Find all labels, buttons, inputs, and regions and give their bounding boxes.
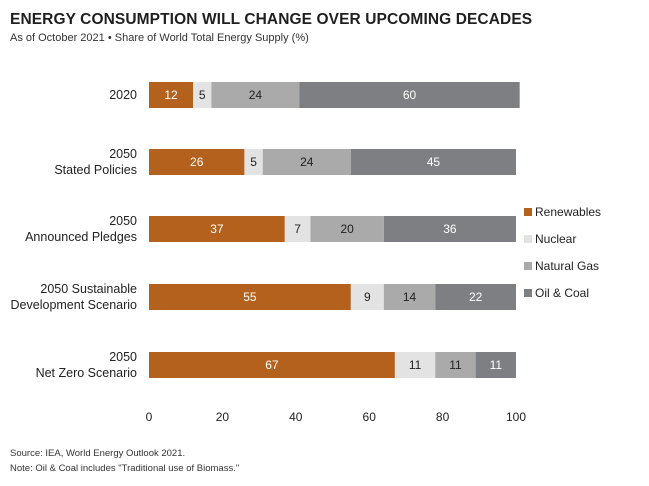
category-label: 2050 Sustainable Development Scenario — [11, 282, 138, 312]
data-label: 22 — [469, 290, 483, 304]
data-label: 37 — [210, 222, 224, 236]
category-label-line: Development Scenario — [11, 298, 138, 312]
category-label-line: Stated Policies — [54, 163, 137, 177]
category-label-line: Net Zero Scenario — [36, 366, 137, 380]
bar-segment-oil-coal — [435, 284, 516, 310]
bar-segment-natural-gas — [211, 82, 300, 108]
data-label: 24 — [249, 88, 263, 102]
legend-label: Natural Gas — [535, 259, 599, 273]
data-label: 20 — [341, 222, 355, 236]
biomass-note: Note: Oil & Coal includes "Traditional u… — [10, 463, 240, 474]
source-note: Source: IEA, World Energy Outlook 2021. — [10, 448, 186, 459]
data-label: 5 — [199, 88, 206, 102]
category-label-line: 2020 — [109, 88, 137, 102]
bar-segment-natural-gas — [262, 149, 351, 175]
category-label-line: 2050 — [109, 214, 137, 228]
bar-segment-nuclear — [284, 216, 311, 242]
bar-segment-renewables — [149, 149, 245, 175]
data-label: 60 — [403, 88, 417, 102]
data-label: 11 — [449, 358, 462, 372]
bar-segment-renewables — [149, 216, 285, 242]
bar-segment-nuclear — [244, 149, 263, 175]
bar-segment-natural-gas — [383, 284, 436, 310]
legend-swatch — [524, 262, 532, 270]
legend-label: Oil & Coal — [535, 286, 589, 300]
data-label: 12 — [164, 88, 178, 102]
bar-segment-nuclear — [350, 284, 384, 310]
data-label: 36 — [443, 222, 457, 236]
data-label: 7 — [294, 222, 301, 236]
footnotes: Source: IEA, World Energy Outlook 2021. … — [10, 446, 239, 476]
x-tick-label: 80 — [436, 410, 450, 424]
data-label: 11 — [490, 358, 503, 372]
bar-segment-nuclear — [193, 82, 212, 108]
legend-swatch — [524, 235, 532, 243]
bar-segment-oil-coal — [350, 149, 516, 175]
chart-subtitle: As of October 2021 • Share of World Tota… — [10, 32, 309, 44]
bar-segment-oil-coal — [475, 352, 516, 378]
legend-swatch — [524, 289, 532, 297]
legend-swatch — [524, 208, 532, 216]
bar-segment-renewables — [149, 284, 351, 310]
data-label: 45 — [427, 155, 441, 169]
bar-segment-nuclear — [394, 352, 436, 378]
category-label: 2050 Net Zero Scenario — [36, 350, 137, 380]
category-label: 2020 — [109, 88, 137, 102]
data-label: 26 — [190, 155, 204, 169]
chart-title: ENERGY CONSUMPTION WILL CHANGE OVER UPCO… — [10, 11, 533, 28]
x-tick-label: 40 — [289, 410, 303, 424]
data-label: 24 — [300, 155, 314, 169]
data-label: 9 — [364, 290, 371, 304]
category-label-line: Announced Pledges — [25, 230, 137, 244]
x-tick-label: 20 — [216, 410, 230, 424]
x-tick-label: 60 — [363, 410, 377, 424]
data-label: 67 — [265, 358, 279, 372]
data-label: 11 — [409, 358, 422, 372]
data-label: 5 — [250, 155, 257, 169]
category-label-line: 2050 — [109, 350, 137, 364]
x-tick-label: 100 — [506, 410, 526, 424]
data-label: 55 — [243, 290, 257, 304]
category-label: 2050 Announced Pledges — [25, 214, 137, 244]
bar-segment-natural-gas — [435, 352, 476, 378]
category-label-line: 2050 — [109, 147, 137, 161]
x-tick-label: 0 — [146, 410, 153, 424]
bar-segment-natural-gas — [310, 216, 384, 242]
category-label: 2050 Stated Policies — [54, 147, 137, 177]
category-label-line: 2050 Sustainable — [40, 282, 137, 296]
bar-segment-oil-coal — [383, 216, 516, 242]
bar-segment-renewables — [149, 352, 395, 378]
bar-segment-renewables — [149, 82, 194, 108]
legend-label: Renewables — [535, 205, 601, 219]
legend-label: Nuclear — [535, 232, 576, 246]
data-label: 14 — [403, 290, 417, 304]
bar-segment-oil-coal — [299, 82, 520, 108]
